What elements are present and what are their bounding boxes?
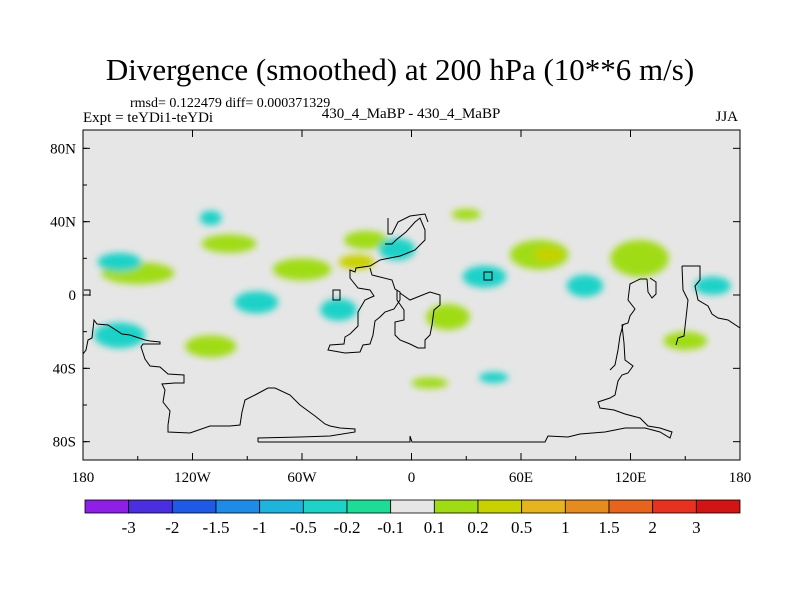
y-tick-label: 0 — [69, 288, 77, 304]
x-tick-label: 120W — [174, 470, 212, 486]
y-tick-label: 40N — [50, 215, 76, 231]
colorbar-box — [608, 499, 654, 514]
field-region-4 — [185, 335, 237, 358]
experiment-label: Expt = teYDi1-teYDi — [83, 110, 214, 126]
field-region-2 — [201, 234, 257, 253]
field-region-1 — [97, 252, 142, 272]
case-label: 430_4_MaBP - 430_4_MaBP — [321, 106, 501, 122]
x-tick-label: 180 — [729, 470, 752, 486]
coastline-africa — [387, 213, 441, 349]
colorbar-box — [259, 499, 304, 514]
field-region-5 — [234, 291, 279, 314]
colorbar-label: -0.1 — [377, 518, 404, 537]
colorbar-box — [346, 499, 392, 514]
coastline-layer — [83, 213, 740, 443]
field-region-3 — [93, 322, 146, 349]
x-tick-label: 60E — [509, 470, 533, 486]
axis-layer: 80N 40N 0 40S 80S 180 120W 60W 0 60E 120E 180 — [50, 130, 751, 486]
colorbar-label: 2 — [648, 518, 657, 537]
colorbar-label: 1 — [561, 518, 570, 537]
colorbar-box — [171, 499, 217, 514]
field-region-15 — [566, 274, 604, 297]
colorbar-label: 3 — [692, 518, 701, 537]
colorbar-label: 0.2 — [467, 518, 488, 537]
field-region-19 — [411, 377, 448, 389]
field-region-14 — [533, 247, 563, 262]
colorbar-label: -0.5 — [290, 518, 317, 537]
field-region-22 — [451, 208, 481, 220]
colorbar-box — [652, 499, 697, 514]
colorbar-label: -3 — [122, 518, 136, 537]
y-tick-label: 80S — [53, 435, 76, 451]
stats-label: rmsd= 0.122479 diff= 0.000371329 — [130, 96, 331, 111]
colorbar-box — [215, 499, 261, 514]
x-tick-label: 120E — [615, 470, 647, 486]
x-tick-label: 60W — [287, 470, 317, 486]
colorbar-label: -1 — [253, 518, 267, 537]
coastline-antarctica — [83, 278, 673, 443]
colorbar-box — [477, 499, 523, 514]
colorbar-box — [390, 499, 435, 514]
colorbar-label: -0.2 — [334, 518, 361, 537]
chart-title: Divergence (smoothed) at 200 hPa (10**6 … — [105, 52, 695, 87]
plot-background — [83, 130, 740, 460]
colorbar-label: -2 — [165, 518, 179, 537]
field-region-16 — [610, 240, 669, 277]
colorbar-box — [564, 499, 610, 514]
field-region-6 — [272, 258, 332, 281]
colorbar-label: 1.5 — [598, 518, 619, 537]
x-tick-label: 0 — [408, 470, 416, 486]
colorbar-label: 0.5 — [511, 518, 532, 537]
field-region-11 — [426, 304, 470, 330]
colorbar-label: 0.1 — [424, 518, 445, 537]
field-region-8 — [343, 230, 388, 250]
colorbar-box — [433, 499, 479, 514]
y-tick-label: 40S — [53, 361, 76, 377]
field-region-18 — [663, 331, 708, 351]
y-tick-label: 80N — [50, 141, 76, 157]
field-region-7 — [320, 298, 357, 321]
colorbar-box — [695, 499, 741, 514]
field-region-9 — [338, 254, 375, 270]
x-tick-label: 180 — [72, 470, 95, 486]
colorbar: -3 -2 -1.5 -1 -0.5 -0.2 -0.1 0.1 0.2 0.5 1 1.5 2 3 — [84, 499, 741, 537]
field-region-21 — [199, 210, 222, 226]
colorbar-box — [128, 499, 173, 514]
field-region-17 — [694, 276, 731, 296]
coastline-asia — [609, 265, 740, 371]
season-label: JJA — [715, 109, 738, 125]
coastline-americas — [84, 217, 493, 354]
colorbar-box — [84, 499, 130, 514]
colorbar-box — [302, 499, 348, 514]
colorbar-box — [521, 499, 566, 514]
field-region-20 — [479, 372, 509, 383]
field-layer — [93, 208, 731, 389]
colorbar-label: -1.5 — [203, 518, 230, 537]
